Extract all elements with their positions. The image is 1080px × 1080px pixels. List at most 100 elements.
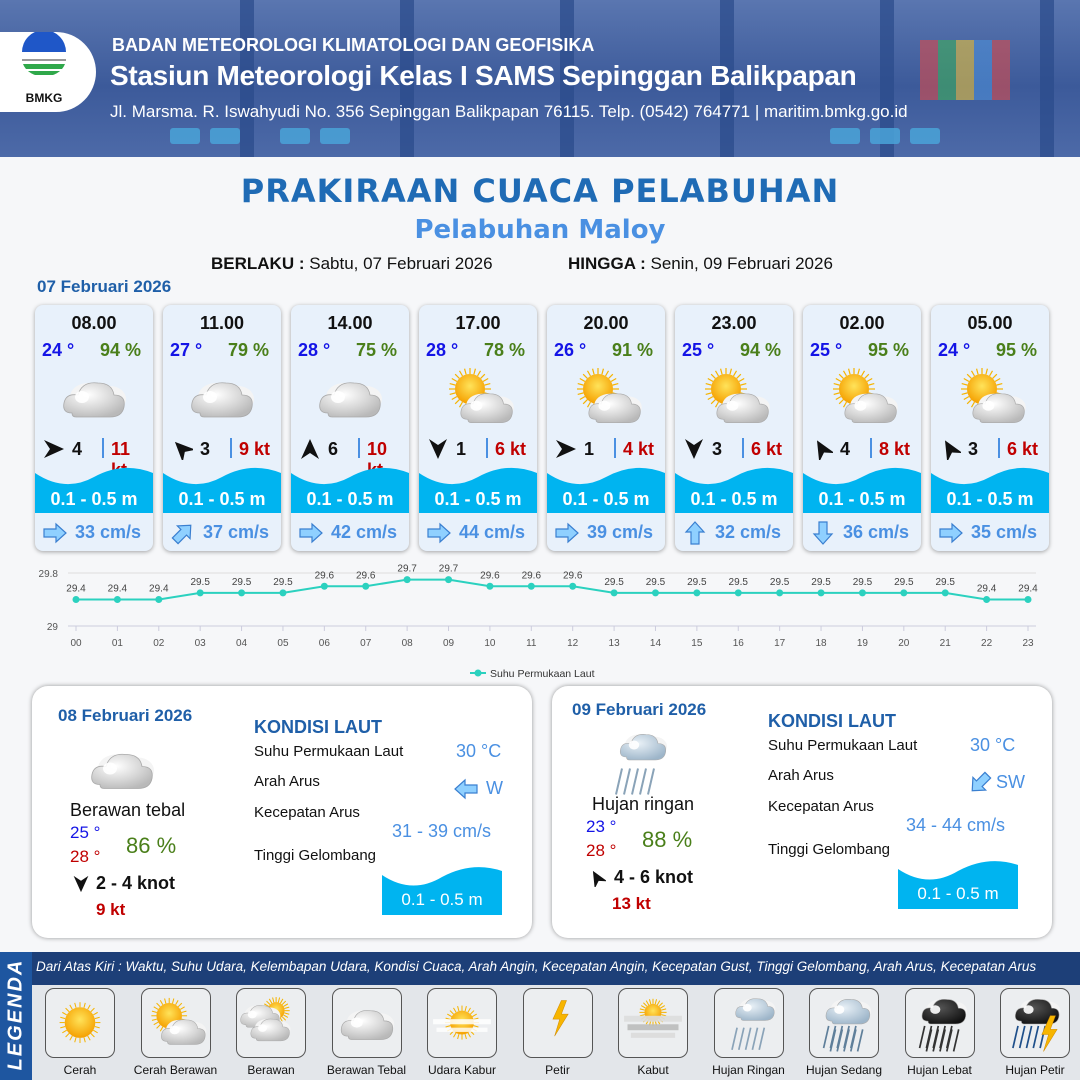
wind-direction-icon: [427, 438, 449, 460]
humidity: 95 %: [995, 340, 1037, 360]
berawan-icon: [236, 988, 306, 1058]
x-tick-label: 19: [857, 638, 869, 649]
x-tick-label: 13: [609, 638, 621, 649]
data-label: 29.5: [729, 577, 749, 588]
current-direction-icon: [452, 777, 480, 806]
x-tick-label: 23: [1022, 638, 1034, 649]
current-speed: 35 cm/s: [971, 522, 1038, 542]
current-speed-label: Kecepatan Arus: [768, 798, 874, 815]
x-tick-label: 07: [360, 638, 372, 649]
x-tick-label: 05: [277, 638, 289, 649]
petir-icon: [522, 988, 593, 1058]
wind-info: 3 6 kt: [681, 437, 789, 461]
forecast-card: 20.00 26 ° 91 % 1 4 kt 0.1 - 0.5 m 39 cm…: [547, 305, 665, 551]
wind-speed: 3: [712, 439, 723, 459]
data-label: 29.6: [480, 570, 500, 581]
data-point: [403, 576, 411, 584]
humidity: 91 %: [611, 340, 653, 360]
wind-direction-icon: [72, 875, 90, 898]
agency-name: BADAN METEOROLOGI KLIMATOLOGI DAN GEOFIS…: [112, 35, 595, 55]
wind-speed: 1: [584, 439, 595, 459]
x-tick-label: 16: [733, 638, 745, 649]
station-address: Jl. Marsma. R. Iswahyudi No. 356 Sepingg…: [110, 102, 908, 121]
x-tick-label: 00: [70, 638, 82, 649]
data-label: 29.6: [315, 570, 335, 581]
data-label: 29.4: [149, 584, 169, 595]
gust-speed: 6 kt: [495, 439, 527, 459]
data-point: [1024, 596, 1032, 603]
x-tick-label: 08: [402, 638, 414, 649]
hujan-sedang-icon: [809, 988, 879, 1058]
data-point: [113, 596, 121, 603]
wave-height: 0.1 - 0.5 m: [306, 489, 394, 509]
air-temperature: 25 °: [682, 340, 715, 360]
port-name: Pelabuhan Maloy: [414, 215, 666, 245]
forecast-time: 23.00: [711, 313, 757, 333]
summary-date: 09 Februari 2026: [572, 700, 707, 719]
gust-speed: 9 kt: [96, 900, 126, 919]
weather-condition: Hujan ringan: [592, 794, 695, 814]
legend-item-label: Udara Kabur: [427, 1063, 497, 1077]
wave-height-value: 0.1 - 0.5 m: [401, 890, 483, 909]
hujan-ringan-icon: [713, 988, 784, 1058]
current-info: 36 cm/s: [809, 521, 919, 545]
wave-icon: [163, 467, 281, 513]
humidity: 86 %: [126, 833, 177, 858]
data-label: 29.5: [894, 577, 914, 588]
valid-from-value: Sabtu, 07 Februari 2026: [309, 254, 493, 273]
data-point: [983, 596, 991, 603]
data-point: [238, 589, 246, 597]
data-label: 29.6: [563, 570, 583, 581]
wind-info: 4 8 kt: [809, 437, 917, 463]
valid-from-label: BERLAKU :: [211, 254, 305, 273]
max-temperature: 28 °: [586, 841, 617, 860]
forecast-card: 08.00 24 ° 94 % 4 11 kt 0.1 - 0.5 m 33 c…: [35, 305, 153, 551]
cerah-berawan-icon: [694, 365, 774, 430]
wave-icon: [898, 861, 1018, 909]
wind-info: 6 10 kt: [297, 437, 405, 480]
current-speed: 33 cm/s: [75, 522, 142, 542]
air-temperature: 28 °: [426, 340, 459, 360]
forecast-time: 14.00: [327, 313, 373, 333]
day-summary-card: 09 Februari 2026 Hujan ringan 23 ° 28 ° …: [552, 686, 1052, 938]
current-direction-icon: [809, 521, 837, 545]
berawan-tebal-icon: [331, 988, 402, 1058]
day1-date: 07 Februari 2026: [37, 277, 172, 296]
current-speed-value: 31 - 39 cm/s: [392, 821, 492, 841]
separator: [998, 438, 1000, 458]
valid-to-label: HINGGA :: [568, 254, 646, 273]
wind-direction-icon: [588, 869, 608, 892]
y-tick-label: 29.8: [39, 569, 59, 580]
kabut-icon: [618, 988, 688, 1058]
current-speed: 37 cm/s: [203, 522, 270, 542]
berawan-tebal-icon: [54, 365, 134, 430]
wind-info: 4 11 kt: [41, 437, 149, 480]
separator: [870, 438, 872, 458]
data-label: 29.7: [439, 564, 459, 575]
weather-condition: Berawan tebal: [70, 800, 186, 820]
current-direction-icon: [425, 521, 453, 545]
current-direction-icon: [681, 521, 709, 545]
data-label: 29.7: [397, 564, 417, 575]
wave-height: 0.1 - 0.5 m: [562, 489, 650, 509]
humidity: 95 %: [867, 340, 909, 360]
sea-condition-title: KONDISI LAUT: [254, 717, 382, 737]
wave-icon: [291, 467, 409, 513]
data-point: [900, 589, 908, 597]
air-temperature: 26 °: [554, 340, 587, 360]
humidity: 79 %: [227, 340, 269, 360]
wind-direction-icon: [811, 438, 835, 463]
wind-info: 1 4 kt: [553, 437, 661, 461]
sst-value: 30 °C: [456, 741, 502, 761]
separator: [358, 438, 360, 458]
gust-speed: 9 kt: [239, 439, 271, 459]
forecast-card: 23.00 25 ° 94 % 3 6 kt 0.1 - 0.5 m 32 cm…: [675, 305, 793, 551]
wave-icon: [547, 467, 665, 513]
data-label: 29.5: [853, 577, 873, 588]
min-temperature: 23 °: [586, 817, 617, 836]
current-direction-icon: [297, 521, 325, 545]
valid-to: HINGGA : Senin, 09 Februari 2026: [568, 254, 833, 274]
x-tick-label: 10: [484, 638, 496, 649]
x-tick-label: 18: [815, 638, 827, 649]
legend-marker: [474, 669, 482, 677]
